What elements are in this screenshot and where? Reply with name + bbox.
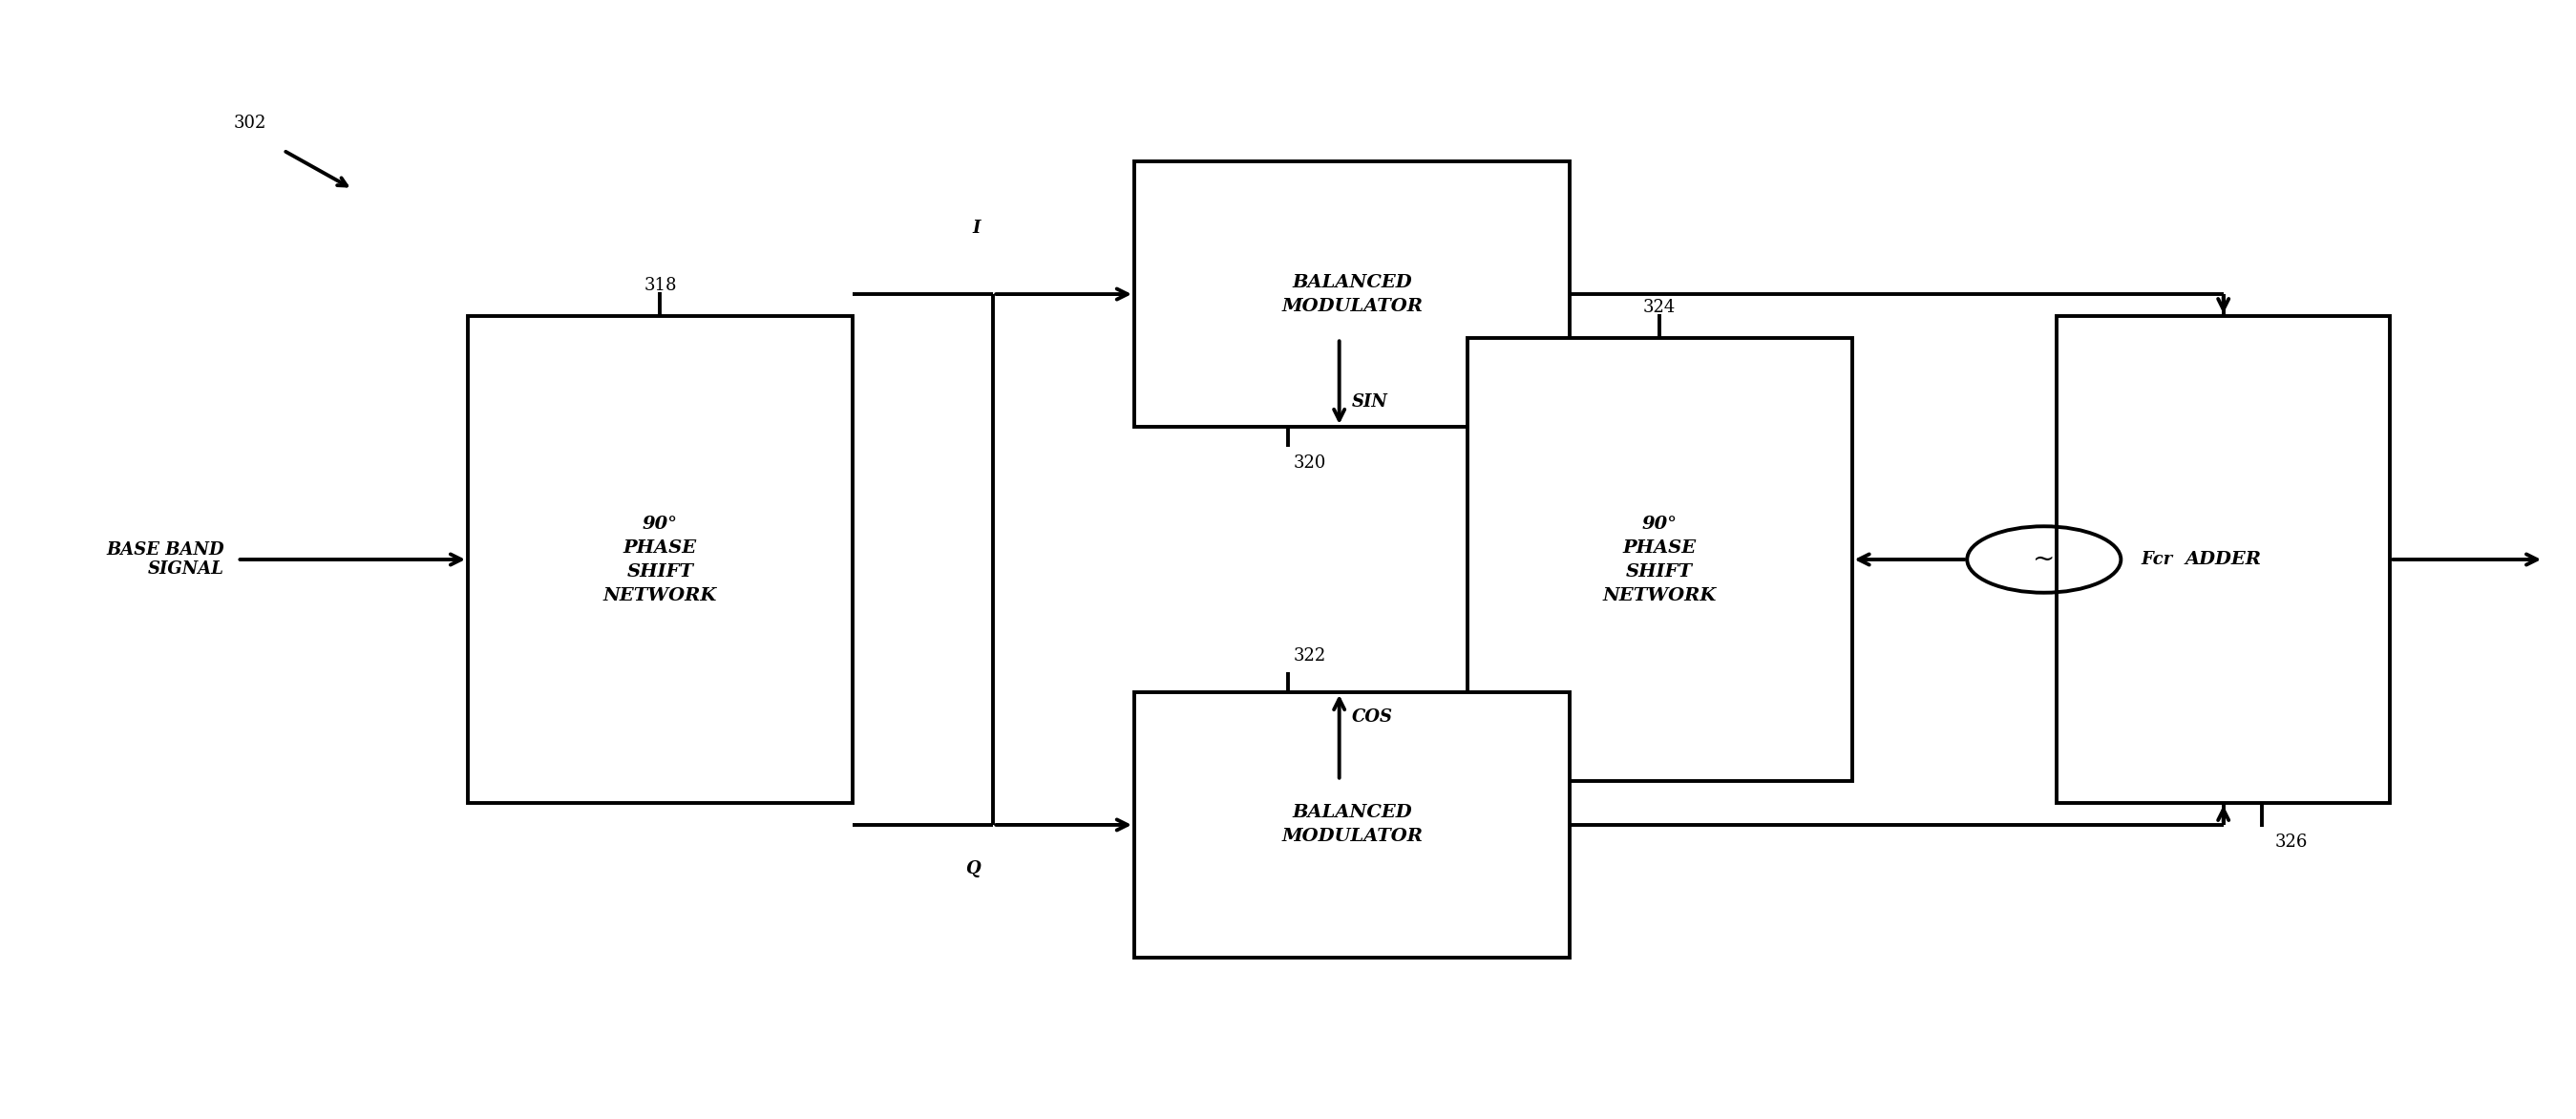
Text: 302: 302: [234, 114, 265, 131]
Text: BASE BAND
SIGNAL: BASE BAND SIGNAL: [106, 540, 224, 579]
Text: 320: 320: [1293, 454, 1327, 471]
Text: 318: 318: [644, 276, 677, 294]
FancyBboxPatch shape: [469, 317, 853, 802]
FancyBboxPatch shape: [1133, 693, 1569, 958]
Text: BALANCED
MODULATOR: BALANCED MODULATOR: [1280, 805, 1422, 846]
Text: 322: 322: [1293, 648, 1327, 665]
Text: I: I: [974, 219, 981, 236]
FancyBboxPatch shape: [1468, 338, 1852, 781]
Text: ADDER: ADDER: [2184, 551, 2262, 568]
Text: Q: Q: [966, 861, 981, 877]
Text: 326: 326: [2275, 834, 2308, 850]
Text: 90°
PHASE
SHIFT
NETWORK: 90° PHASE SHIFT NETWORK: [603, 515, 716, 604]
Text: 324: 324: [1643, 299, 1677, 316]
FancyBboxPatch shape: [2056, 317, 2391, 802]
Text: 90°
PHASE
SHIFT
NETWORK: 90° PHASE SHIFT NETWORK: [1602, 515, 1716, 604]
Text: Fcr: Fcr: [2141, 551, 2174, 568]
Text: COS: COS: [1352, 708, 1394, 726]
Text: ~: ~: [2032, 546, 2056, 573]
Text: SIN: SIN: [1352, 393, 1388, 411]
Text: BALANCED
MODULATOR: BALANCED MODULATOR: [1280, 273, 1422, 314]
FancyBboxPatch shape: [1133, 161, 1569, 426]
